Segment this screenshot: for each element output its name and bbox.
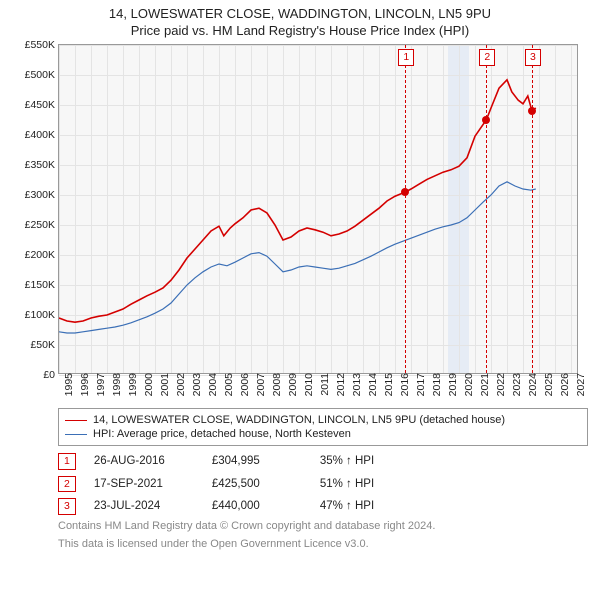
- xtick-label: 2016: [395, 373, 411, 396]
- xtick-label: 2021: [475, 373, 491, 396]
- xtick-label: 2005: [219, 373, 235, 396]
- xtick-label: 2008: [267, 373, 283, 396]
- transaction-date: 17-SEP-2021: [94, 478, 194, 490]
- footer-line-2: This data is licensed under the Open Gov…: [58, 538, 588, 550]
- xtick-label: 2014: [363, 373, 379, 396]
- series-svg: [59, 45, 579, 375]
- ytick-label: £350K: [25, 159, 59, 171]
- xtick-label: 2007: [251, 373, 267, 396]
- ytick-label: £150K: [25, 279, 59, 291]
- ytick-label: £200K: [25, 249, 59, 261]
- xtick-label: 2011: [315, 373, 331, 396]
- xtick-label: 2027: [571, 373, 587, 396]
- transaction-date: 23-JUL-2024: [94, 500, 194, 512]
- sale-vline: [532, 45, 533, 373]
- transaction-price: £440,000: [212, 500, 302, 512]
- ytick-label: £100K: [25, 309, 59, 321]
- sale-badge: 2: [479, 49, 495, 66]
- xtick-label: 2023: [507, 373, 523, 396]
- ytick-label: £400K: [25, 129, 59, 141]
- legend-swatch: [65, 434, 87, 435]
- xtick-label: 2004: [203, 373, 219, 396]
- ytick-label: £250K: [25, 219, 59, 231]
- xtick-label: 2003: [187, 373, 203, 396]
- transaction-row: 1 26-AUG-2016 £304,995 35% ↑ HPI: [58, 450, 588, 473]
- transaction-delta: 35% ↑ HPI: [320, 455, 410, 467]
- sale-dot: [528, 107, 536, 115]
- sale-vline: [405, 45, 406, 373]
- legend-label: 14, LOWESWATER CLOSE, WADDINGTON, LINCOL…: [93, 414, 505, 426]
- transactions-table: 1 26-AUG-2016 £304,995 35% ↑ HPI 2 17-SEP-202…: [58, 450, 588, 518]
- xtick-label: 2022: [491, 373, 507, 396]
- transaction-price: £425,500: [212, 478, 302, 490]
- transaction-delta: 51% ↑ HPI: [320, 478, 410, 490]
- ytick-label: £550K: [25, 39, 59, 51]
- titles: 14, LOWESWATER CLOSE, WADDINGTON, LINCOL…: [0, 0, 600, 40]
- xtick-label: 2017: [411, 373, 427, 396]
- xtick-label: 2009: [283, 373, 299, 396]
- ytick-label: £450K: [25, 99, 59, 111]
- xtick-label: 2010: [299, 373, 315, 396]
- plot-area: £0£50K£100K£150K£200K£250K£300K£350K£400…: [58, 44, 578, 374]
- xtick-label: 2001: [155, 373, 171, 396]
- ytick-label: £300K: [25, 189, 59, 201]
- legend: 14, LOWESWATER CLOSE, WADDINGTON, LINCOL…: [58, 408, 588, 446]
- sale-dot: [482, 116, 490, 124]
- xtick-label: 2018: [427, 373, 443, 396]
- xtick-label: 2025: [539, 373, 555, 396]
- xtick-label: 2020: [459, 373, 475, 396]
- transaction-delta: 47% ↑ HPI: [320, 500, 410, 512]
- transaction-badge: 3: [58, 498, 76, 515]
- xtick-label: 1998: [107, 373, 123, 396]
- footer-line-1: Contains HM Land Registry data © Crown c…: [58, 520, 588, 532]
- ytick-label: £50K: [30, 339, 59, 351]
- sale-badge: 3: [525, 49, 541, 66]
- sale-badge: 1: [398, 49, 414, 66]
- xtick-label: 2013: [347, 373, 363, 396]
- xtick-label: 2012: [331, 373, 347, 396]
- transaction-price: £304,995: [212, 455, 302, 467]
- plot-outer: £0£50K£100K£150K£200K£250K£300K£350K£400…: [12, 44, 588, 374]
- xtick-label: 1999: [123, 373, 139, 396]
- legend-label: HPI: Average price, detached house, Nort…: [93, 428, 351, 440]
- chart-container: 14, LOWESWATER CLOSE, WADDINGTON, LINCOL…: [0, 0, 600, 550]
- ytick-label: £0: [43, 369, 59, 381]
- xtick-label: 2006: [235, 373, 251, 396]
- ytick-label: £500K: [25, 69, 59, 81]
- series-line-price-paid: [59, 80, 536, 322]
- title-main: 14, LOWESWATER CLOSE, WADDINGTON, LINCOL…: [8, 6, 592, 21]
- legend-swatch: [65, 420, 87, 421]
- sale-vline: [486, 45, 487, 373]
- transaction-row: 2 17-SEP-2021 £425,500 51% ↑ HPI: [58, 473, 588, 496]
- xtick-label: 2015: [379, 373, 395, 396]
- xtick-label: 2024: [523, 373, 539, 396]
- series-line-hpi: [59, 182, 536, 333]
- xtick-label: 1997: [91, 373, 107, 396]
- transaction-row: 3 23-JUL-2024 £440,000 47% ↑ HPI: [58, 495, 588, 518]
- xtick-label: 2026: [555, 373, 571, 396]
- legend-row: HPI: Average price, detached house, Nort…: [65, 427, 581, 441]
- legend-row: 14, LOWESWATER CLOSE, WADDINGTON, LINCOL…: [65, 413, 581, 427]
- sale-dot: [401, 188, 409, 196]
- xtick-label: 1995: [59, 373, 75, 396]
- transaction-badge: 1: [58, 453, 76, 470]
- transaction-badge: 2: [58, 476, 76, 493]
- xtick-label: 2000: [139, 373, 155, 396]
- transaction-date: 26-AUG-2016: [94, 455, 194, 467]
- title-sub: Price paid vs. HM Land Registry's House …: [8, 23, 592, 38]
- xtick-label: 1996: [75, 373, 91, 396]
- xtick-label: 2019: [443, 373, 459, 396]
- xtick-label: 2002: [171, 373, 187, 396]
